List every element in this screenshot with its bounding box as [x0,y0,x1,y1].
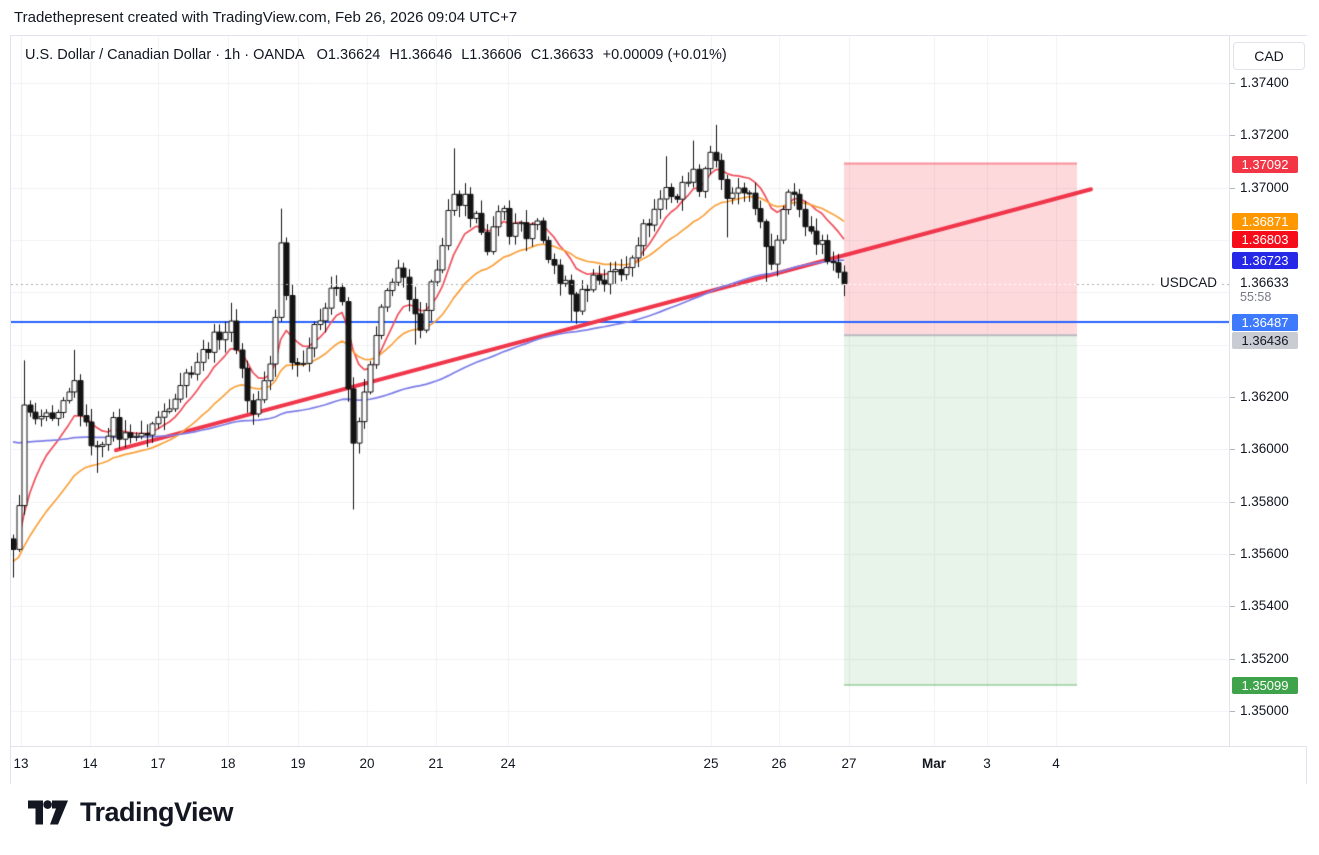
time-axis-label: 4 [1052,756,1060,771]
price-axis-tick-mark [1230,554,1235,555]
ma-orange-price-label[interactable]: 1.36871 [1232,213,1298,230]
price-axis-tick-mark [1230,502,1235,503]
tradingview-logo[interactable]: TradingView [28,797,234,828]
time-axis-label: 20 [359,756,375,771]
time-axis-label: 24 [500,756,516,771]
price-axis-tick-mark [1230,397,1235,398]
price-axis-tick-mark [1230,135,1235,136]
price-axis-tick: 1.35800 [1240,494,1289,509]
attribution-text: Tradethepresent created with TradingView… [14,9,518,26]
price-axis-tick: 1.36000 [1240,441,1289,456]
price-axis-tick-mark [1230,83,1235,84]
legend-instrument[interactable]: U.S. Dollar / Canadian Dollar · 1h · OAN… [25,47,305,63]
price-axis-tick-mark [1230,659,1235,660]
symbol-name-label: USDCAD [1156,275,1220,290]
price-axis-tick-mark [1230,188,1235,189]
time-axis-label: 21 [428,756,444,771]
price-axis-tick: 1.36200 [1240,389,1289,404]
price-axis-tick: 1.35200 [1240,651,1289,666]
position-target-price-label[interactable]: 1.35099 [1232,677,1298,694]
price-axis-tick-mark [1230,449,1235,450]
time-axis-label: Mar [921,756,947,771]
time-axis-label: 14 [82,756,98,771]
legend-low: L1.36606 [461,47,522,63]
legend-close: C1.36633 [530,47,594,63]
legend-change: +0.00009 (+0.01%) [602,47,727,63]
price-chart-canvas[interactable] [11,36,1229,746]
ma-blue-price-label[interactable]: 1.36723 [1232,252,1298,269]
position-stop-price-label[interactable]: 1.37092 [1232,156,1298,173]
current-price-label: 1.36633 55:58 [1240,275,1289,305]
price-axis[interactable]: 1.37400 1.37200 1.37000 1.36200 1.36000 1.358… [1229,36,1307,746]
ma-red-price-label[interactable]: 1.36803 [1232,231,1298,248]
time-axis-label: 26 [771,756,787,771]
horizontal-line-price-label[interactable]: 1.36487 [1232,314,1298,331]
tradingview-logo-text: TradingView [80,797,234,827]
price-axis-tick: 1.37000 [1240,180,1289,195]
time-axis-label: 18 [220,756,236,771]
legend-high: H1.36646 [389,47,453,63]
time-axis-label: 3 [983,756,991,771]
time-axis[interactable]: 13 14 17 18 19 20 21 24 25 26 27 Mar 3 4 [11,746,1306,784]
tradingview-logo-icon [28,800,68,825]
time-axis-label: 25 [703,756,719,771]
time-axis-label: 13 [13,756,29,771]
price-axis-tick: 1.35400 [1240,598,1289,613]
current-price-value: 1.36633 [1240,275,1289,290]
chart-panel: U.S. Dollar / Canadian Dollar · 1h · OAN… [10,35,1307,784]
price-axis-tick-mark [1230,711,1235,712]
time-axis-label: 19 [290,756,306,771]
position-entry-price-label[interactable]: 1.36436 [1232,332,1298,349]
time-axis-label: 17 [150,756,166,771]
legend-open: O1.36624 [316,47,381,63]
chart-legend[interactable]: U.S. Dollar / Canadian Dollar · 1h · OAN… [25,47,736,63]
price-axis-tick: 1.35600 [1240,546,1289,561]
bar-countdown: 55:58 [1240,290,1272,304]
price-axis-tick-mark [1230,606,1235,607]
currency-toggle-button[interactable]: CAD [1233,42,1305,70]
price-axis-tick: 1.37400 [1240,75,1289,90]
price-axis-tick: 1.37200 [1240,127,1289,142]
price-axis-tick: 1.35000 [1240,703,1289,718]
time-axis-label: 27 [841,756,857,771]
